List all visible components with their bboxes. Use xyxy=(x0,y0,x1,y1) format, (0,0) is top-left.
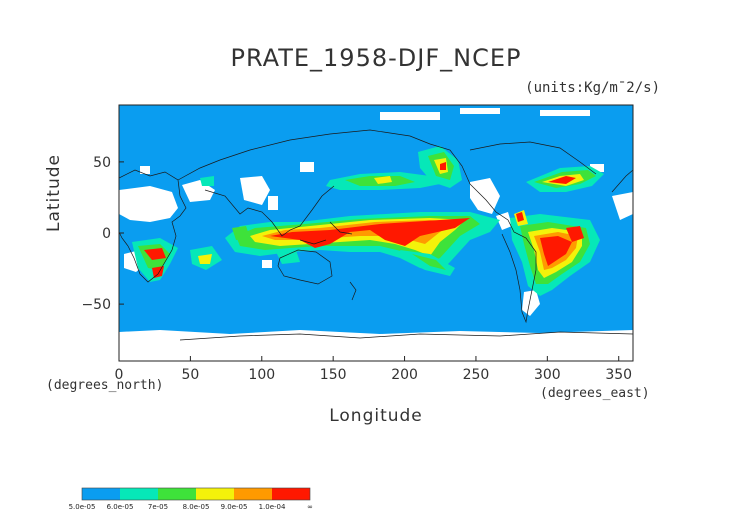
colorbar-label: 9.0e-05 xyxy=(221,503,248,511)
x-tick-label: 50 xyxy=(181,367,199,383)
x-tick-label: 300 xyxy=(534,367,561,383)
x-tick-label: 350 xyxy=(605,367,632,383)
colorbar-label: ∞ xyxy=(307,503,313,511)
y-tick-label: −50 xyxy=(81,297,111,313)
colorbar-label: 8.0e-05 xyxy=(183,503,210,511)
x-tick-label: 200 xyxy=(391,367,418,383)
colorbar-label: 6.0e-05 xyxy=(107,503,134,511)
colorbar-label: 1.0e-04 xyxy=(259,503,286,511)
colorbar-swatch xyxy=(272,488,310,500)
colorbar-frame xyxy=(81,487,311,501)
x-tick-label: 150 xyxy=(320,367,347,383)
coastlines xyxy=(119,129,633,341)
colorbar-swatch xyxy=(234,488,272,500)
x-axis-label: Longitude xyxy=(329,406,423,426)
y-tick-label: 0 xyxy=(102,226,111,242)
map-field xyxy=(119,105,633,361)
precip-bands xyxy=(132,146,604,296)
colorbar-swatch xyxy=(158,488,196,500)
x-tick-label: 0 xyxy=(115,367,124,383)
colorbar-swatch xyxy=(82,488,120,500)
colorbar-label: 5.0e-05 xyxy=(69,503,96,511)
colorbar-label: 7e-05 xyxy=(148,503,168,511)
y-tick-label: 50 xyxy=(93,155,111,171)
units-label: (units:Kg/m¯2/s) xyxy=(525,80,660,96)
colorbar-swatch xyxy=(196,488,234,500)
x-tick-label: 100 xyxy=(248,367,275,383)
y-axis-units: (degrees_north) xyxy=(46,378,164,393)
x-axis-units: (degrees_east) xyxy=(540,386,650,401)
chart-title: PRATE_1958-DJF_NCEP xyxy=(230,44,522,72)
x-tick-label: 250 xyxy=(463,367,490,383)
missing-data-areas xyxy=(119,108,633,361)
colorbar-swatch xyxy=(120,488,158,500)
